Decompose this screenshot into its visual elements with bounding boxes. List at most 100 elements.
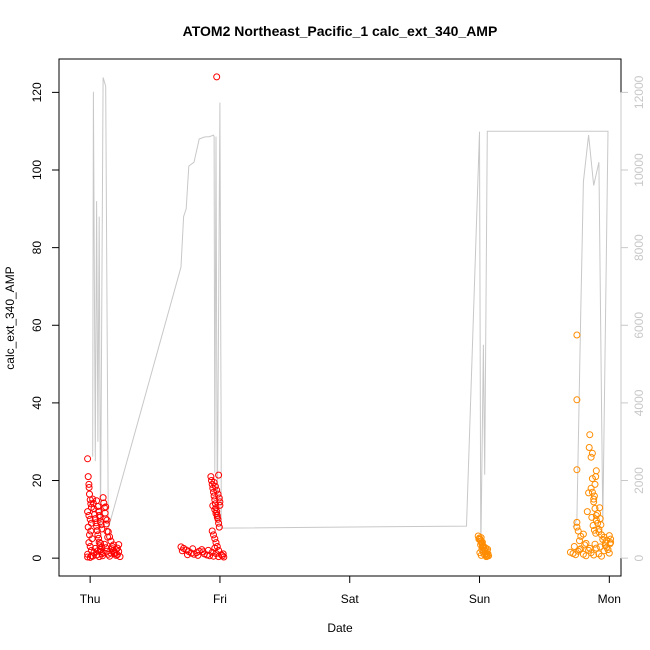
data-point: [189, 545, 197, 553]
data-point: [207, 473, 215, 481]
y2-tick-label: 4000: [632, 389, 646, 416]
x-tick-label: Sat: [341, 592, 360, 606]
data-point: [87, 527, 95, 535]
data-point: [215, 471, 223, 479]
data-point: [215, 523, 223, 531]
y-tick-label: 20: [30, 474, 44, 488]
series-line: [92, 77, 609, 555]
data-point: [86, 553, 94, 561]
data-point: [574, 527, 582, 535]
data-point: [93, 527, 101, 535]
data-point: [589, 522, 597, 529]
data-point: [606, 540, 614, 548]
data-point: [102, 520, 110, 528]
data-point: [590, 495, 598, 503]
data-point: [591, 480, 599, 488]
data-point: [85, 539, 93, 547]
data-point: [209, 502, 217, 510]
chart-title: ATOM2 Northeast_Pacific_1 calc_ext_340_A…: [183, 23, 498, 39]
data-point: [212, 539, 220, 547]
data-point: [211, 535, 219, 543]
data-point: [596, 504, 604, 512]
data-point: [94, 531, 102, 539]
data-point: [573, 523, 581, 531]
data-point: [605, 532, 613, 540]
y-tick-label: 60: [30, 318, 44, 332]
data-point: [590, 492, 598, 500]
y2-tick-label: 10000: [632, 153, 646, 187]
data-point: [204, 546, 212, 554]
data-point: [84, 508, 92, 516]
data-point: [95, 553, 103, 561]
data-point: [106, 533, 114, 541]
x-tick-label: Thu: [80, 592, 101, 606]
data-point: [85, 512, 93, 519]
data-point: [213, 486, 221, 494]
x-axis-label: Date: [327, 621, 353, 635]
data-point: [84, 455, 92, 463]
data-point: [597, 521, 605, 529]
data-point: [211, 482, 219, 490]
y2-axis: 0 2000 4000 6000 8000 10000 12000: [620, 75, 646, 561]
data-point: [100, 540, 108, 548]
data-point: [86, 515, 94, 523]
data-point: [592, 529, 600, 537]
data-point: [576, 546, 583, 554]
y-axis: 0 20 40 60 80 100 120: [30, 82, 60, 561]
data-point: [579, 530, 587, 538]
y-axis-label: calc_ext_340_AMP: [3, 266, 17, 369]
y-tick-label: 100: [30, 160, 44, 180]
y2-tick-label: 0: [632, 554, 646, 561]
data-point: [103, 516, 111, 524]
data-point: [219, 550, 227, 558]
data-point: [184, 551, 191, 559]
data-point: [194, 551, 202, 559]
data-point: [100, 499, 108, 507]
data-point: [212, 510, 220, 517]
y-tick-label: 0: [30, 554, 44, 561]
data-point: [586, 544, 594, 552]
data-point: [89, 495, 97, 503]
data-point: [213, 543, 221, 550]
x-tick-label: Mon: [598, 592, 621, 606]
data-point: [215, 546, 223, 554]
data-point: [582, 539, 590, 547]
data-point: [216, 501, 224, 509]
data-point: [211, 506, 219, 514]
y2-tick-label: 2000: [632, 467, 646, 494]
data-point: [482, 553, 490, 561]
data-point: [592, 512, 600, 519]
data-point: [213, 73, 221, 81]
data-point: [592, 544, 600, 552]
y2-tick-label: 12000: [632, 75, 646, 109]
data-point: [590, 526, 598, 534]
data-point: [115, 548, 123, 555]
data-point: [587, 453, 595, 461]
data-point: [583, 508, 591, 516]
data-point: [585, 444, 593, 451]
data-point: [592, 467, 600, 475]
data-point: [85, 484, 93, 491]
y-tick-label: 80: [30, 241, 44, 255]
data-point: [87, 500, 95, 508]
data-point: [588, 513, 596, 521]
data-point: [478, 538, 486, 546]
data-point: [573, 466, 581, 474]
data-point: [607, 535, 615, 543]
red-series-layer: [84, 73, 228, 561]
data-point: [570, 543, 578, 550]
data-point: [102, 544, 110, 552]
data-point: [97, 521, 105, 529]
data-point: [104, 528, 112, 536]
data-point: [586, 431, 594, 439]
data-point: [97, 518, 104, 526]
data-point: [479, 543, 486, 551]
data-point: [116, 553, 124, 561]
data-point: [214, 490, 222, 498]
data-point: [100, 504, 108, 512]
y2-tick-label: 8000: [632, 234, 646, 261]
plot-frame: [58, 58, 622, 577]
data-point: [598, 552, 605, 560]
data-point: [477, 534, 485, 542]
